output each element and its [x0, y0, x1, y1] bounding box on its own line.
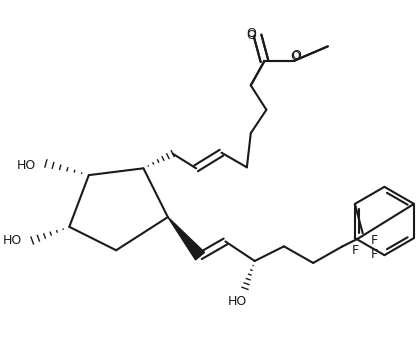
- Text: F: F: [351, 244, 358, 257]
- Polygon shape: [168, 217, 204, 260]
- Text: F: F: [371, 248, 378, 261]
- Text: HO: HO: [228, 295, 247, 308]
- Text: HO: HO: [17, 159, 36, 172]
- Text: O: O: [246, 27, 256, 40]
- Text: O: O: [246, 29, 256, 42]
- Text: O: O: [292, 49, 302, 62]
- Text: F: F: [371, 235, 378, 248]
- Text: O: O: [291, 49, 300, 62]
- Text: HO: HO: [3, 234, 23, 247]
